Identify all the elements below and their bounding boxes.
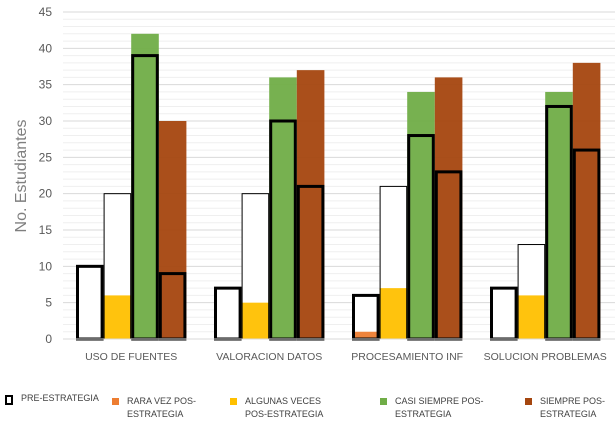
bar-algunas-veces-pos-estrategia — [517, 295, 546, 339]
legend-label: RARA VEZ POS-ESTRATEGIA — [127, 396, 197, 419]
bar-pre-fill — [76, 266, 104, 339]
x-tick-label: PROCESAMIENTO INF — [351, 351, 463, 363]
legend-label: ALGUNAS VECES POS-ESTRATEGIA — [245, 396, 324, 419]
y-tick-label: 30 — [39, 114, 53, 128]
x-tick-label: USO DE FUENTES — [85, 351, 177, 363]
legend-label: PRE-ESTRATEGIA — [21, 393, 99, 403]
bar-rara-vez-pos-estrategia — [352, 331, 380, 339]
y-tick-label: 0 — [45, 332, 52, 346]
legend-swatch — [112, 398, 119, 405]
legend-item: CASI SIEMPRE POS-ESTRATEGIA — [380, 395, 490, 421]
legend-item: PRE-ESTRATEGIA — [5, 392, 99, 405]
plot-area: 0 5 10 15 20 25 30 35 40 45 No. Estudiantes USO DE … — [13, 5, 615, 363]
y-tick-label: 15 — [39, 223, 53, 237]
legend-swatch — [380, 398, 387, 405]
bar-casi-siempre-pos-estrategia — [407, 91, 435, 339]
x-tick-label: SOLUCION PROBLEMAS — [484, 351, 607, 363]
y-tick-label: 45 — [39, 5, 53, 19]
bar-casi-siempre-pos-estrategia — [269, 77, 297, 340]
bar-siempre-pos-estrategia — [158, 121, 187, 339]
legend-swatch — [5, 395, 13, 405]
x-tick-label: VALORACION DATOS — [216, 351, 322, 363]
y-axis-label: No. Estudiantes — [13, 120, 30, 233]
bar-algunas-veces-pos-estrategia — [379, 288, 408, 339]
bar-algunas-veces-pos-estrategia — [241, 302, 270, 339]
bar-siempre-pos-estrategia — [296, 70, 325, 339]
legend-swatch — [230, 398, 237, 405]
legend-item: SIEMPRE POS-ESTRATEGIA — [525, 395, 616, 421]
bar-pre-fill — [490, 288, 518, 339]
bar-pre-fill — [214, 288, 242, 339]
y-tick-label: 20 — [39, 187, 53, 201]
bar-siempre-pos-estrategia — [434, 77, 463, 340]
bar-casi-siempre-pos-estrategia — [131, 33, 159, 340]
y-tick-label: 5 — [45, 296, 52, 310]
bar-siempre-pos-estrategia — [572, 62, 601, 339]
bar-algunas-veces-pos-estrategia — [103, 295, 132, 339]
legend-item: RARA VEZ POS-ESTRATEGIA — [112, 395, 222, 421]
y-tick-label: 40 — [39, 41, 53, 55]
bar-casi-siempre-pos-estrategia — [545, 91, 573, 339]
legend-label: CASI SIEMPRE POS-ESTRATEGIA — [395, 396, 484, 419]
y-tick-label: 35 — [39, 78, 53, 92]
legend-item: ALGUNAS VECES POS-ESTRATEGIA — [230, 395, 340, 421]
legend-label: SIEMPRE POS-ESTRATEGIA — [540, 396, 606, 419]
y-tick-label: 10 — [39, 259, 53, 273]
y-tick-label: 25 — [39, 150, 53, 164]
legend: PRE-ESTRATEGIA RARA VEZ POS-ESTRATEGIA ALG… — [0, 390, 616, 428]
legend-swatch — [525, 398, 532, 405]
